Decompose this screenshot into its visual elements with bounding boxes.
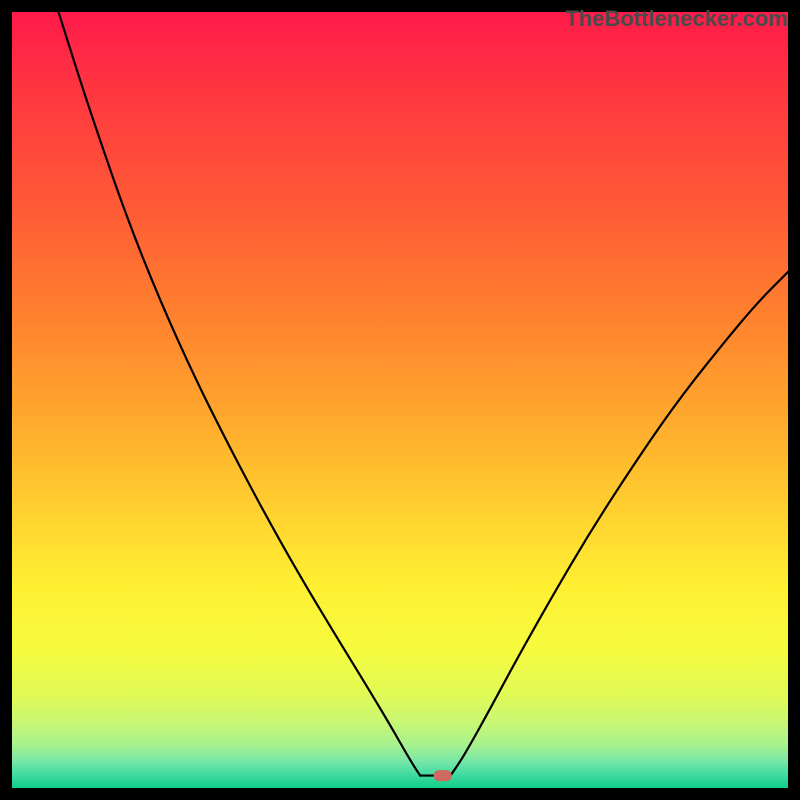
chart-background (12, 12, 788, 788)
bottleneck-curve-chart (12, 12, 788, 788)
watermark-label: TheBottlenecker.com (565, 6, 788, 32)
optimum-marker (434, 770, 452, 781)
chart-frame: TheBottlenecker.com (0, 0, 800, 800)
chart-plot-area (12, 12, 788, 788)
